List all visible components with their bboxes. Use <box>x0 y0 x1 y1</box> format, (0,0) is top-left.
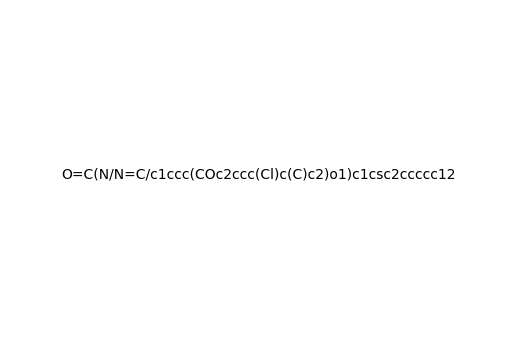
Text: O=C(N/N=C/c1ccc(COc2ccc(Cl)c(C)c2)o1)c1csc2ccccc12: O=C(N/N=C/c1ccc(COc2ccc(Cl)c(C)c2)o1)c1c… <box>61 168 456 182</box>
